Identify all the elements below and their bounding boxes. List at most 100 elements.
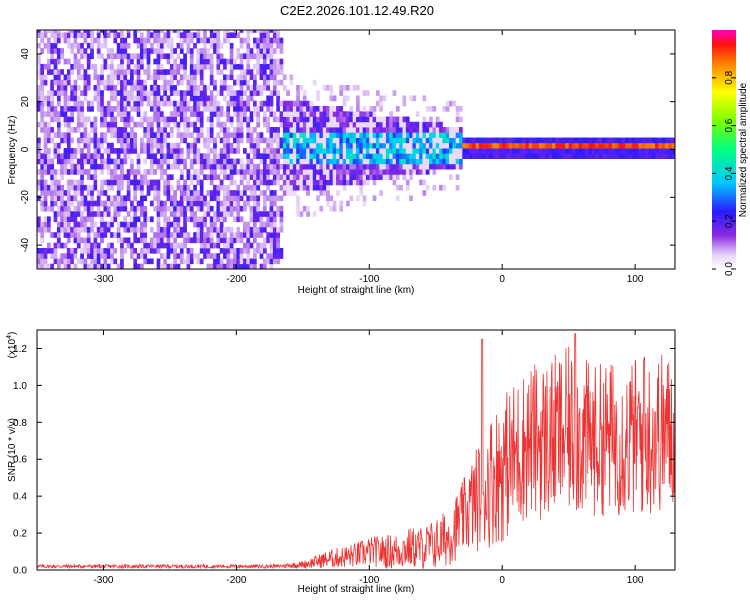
- spectrogram-cell: [289, 127, 294, 133]
- spectrogram-cell: [120, 169, 124, 175]
- spectrogram-cell: [163, 69, 167, 75]
- spectrogram-cell: [256, 106, 261, 112]
- spectrogram-cell: [558, 153, 563, 159]
- spectrogram-cell: [199, 132, 204, 138]
- spectrogram-cell: [256, 137, 261, 144]
- spectrogram-cell: [40, 253, 45, 259]
- spectrogram-cell: [196, 69, 201, 75]
- spectrogram-cell: [43, 221, 48, 228]
- spectrogram-cell: [651, 148, 656, 154]
- spectrogram-cell: [113, 95, 118, 102]
- spectrogram-cell: [96, 226, 101, 233]
- spectrogram-cell: [259, 74, 264, 81]
- spectrogram-cell: [156, 195, 161, 202]
- spectrogram-cell: [209, 95, 214, 102]
- spectrogram-cell: [276, 132, 280, 138]
- spectrogram-cell: [50, 30, 55, 33]
- spectrogram-cell: [80, 106, 84, 112]
- spectrogram-cell: [196, 58, 201, 65]
- spectrogram-cell: [316, 106, 320, 112]
- spectrogram-cell: [146, 69, 151, 75]
- spectrogram-cell: [339, 127, 344, 133]
- spectrogram-cell: [43, 205, 48, 212]
- spectrogram-cell: [276, 69, 280, 75]
- spectrogram-cell: [179, 100, 184, 107]
- spectrogram-cell: [289, 74, 294, 81]
- spectrogram-cell: [120, 158, 124, 165]
- spectrogram-cell: [120, 74, 124, 81]
- spectrogram-cell: [63, 190, 68, 196]
- spectrogram-cell: [415, 111, 420, 117]
- spectrogram-cell: [73, 247, 78, 254]
- spectrogram-cell: [226, 205, 231, 212]
- spectrogram-cell: [100, 79, 104, 86]
- spectrogram-cell: [349, 106, 354, 112]
- spectrogram-cell: [435, 153, 440, 159]
- spectrogram-cell: [226, 247, 231, 254]
- spectrogram-cell: [223, 163, 227, 170]
- spectrogram-cell: [43, 63, 48, 70]
- spectrogram-cell: [492, 137, 496, 144]
- spectrogram-cell: [63, 58, 68, 65]
- spectrogram-cell: [169, 195, 174, 202]
- spectrogram-cell: [196, 84, 201, 91]
- spectrogram-cell: [179, 226, 184, 233]
- spectrogram-cell: [259, 48, 264, 54]
- spectrogram-cell: [246, 163, 251, 170]
- spectrogram-cell: [223, 153, 227, 159]
- spectrogram-cell: [80, 116, 84, 123]
- spectrogram-cell: [123, 148, 128, 154]
- spectrogram-cell: [183, 195, 187, 202]
- spectrogram-cell: [96, 242, 101, 249]
- spectrogram-cell: [385, 116, 390, 123]
- spectrogram-cell: [621, 137, 626, 144]
- spectrogram-cell: [286, 169, 290, 175]
- spectrogram-cell: [206, 63, 211, 70]
- spectrogram-cell: [83, 247, 88, 254]
- spectrogram-cell: [209, 111, 214, 117]
- spectrogram-cell: [392, 121, 397, 128]
- spectrogram-cell: [166, 95, 171, 102]
- spectrogram-cell: [262, 42, 267, 49]
- spectrogram-cell: [279, 79, 284, 86]
- spectrogram-cell: [199, 127, 204, 133]
- spectrogram-cell: [349, 127, 354, 133]
- spectrogram-cell: [106, 169, 111, 175]
- spectrogram-cell: [578, 137, 583, 144]
- spectrogram-cell: [149, 237, 154, 244]
- spectrogram-cell: [120, 247, 124, 254]
- spectrogram-cell: [60, 221, 64, 228]
- spectrogram-cell: [183, 184, 187, 191]
- spectrogram-cell: [116, 127, 121, 133]
- spectrogram-cell: [73, 205, 78, 212]
- spectrogram-cell: [189, 79, 194, 86]
- spectrogram-cell: [209, 205, 214, 212]
- spectrogram-cell: [179, 232, 184, 238]
- spectrogram-cell: [196, 90, 201, 96]
- spectrogram-cell: [166, 232, 171, 238]
- spectrogram-cell: [209, 226, 214, 233]
- spectrogram-cell: [262, 237, 267, 244]
- spectrogram-cell: [70, 169, 74, 175]
- spectrogram-cell: [365, 148, 370, 154]
- spectrogram-cell: [429, 153, 433, 159]
- spectrogram-cell: [199, 53, 204, 60]
- spectrogram-cell: [90, 30, 94, 33]
- spectrogram-cell: [146, 30, 151, 33]
- spectrogram-cell: [233, 232, 237, 238]
- spectrogram-cell: [236, 95, 241, 102]
- spectrogram-cell: [365, 153, 370, 159]
- spectrogram-cell: [249, 163, 254, 170]
- spectrogram-cell: [153, 30, 158, 33]
- spectrogram-cell: [339, 121, 344, 128]
- spectrogram-cell: [379, 132, 383, 138]
- spectrogram-cell: [352, 148, 357, 154]
- spectrogram-cell: [382, 163, 387, 170]
- spectrogram-cell: [159, 37, 164, 44]
- spectrogram-cell: [126, 211, 131, 217]
- spectrogram-cell: [37, 42, 41, 49]
- spectrogram-cell: [116, 106, 121, 112]
- spectrogram-cell: [236, 63, 241, 70]
- spectrogram-cell: [189, 205, 194, 212]
- spectrogram-cell: [459, 153, 463, 159]
